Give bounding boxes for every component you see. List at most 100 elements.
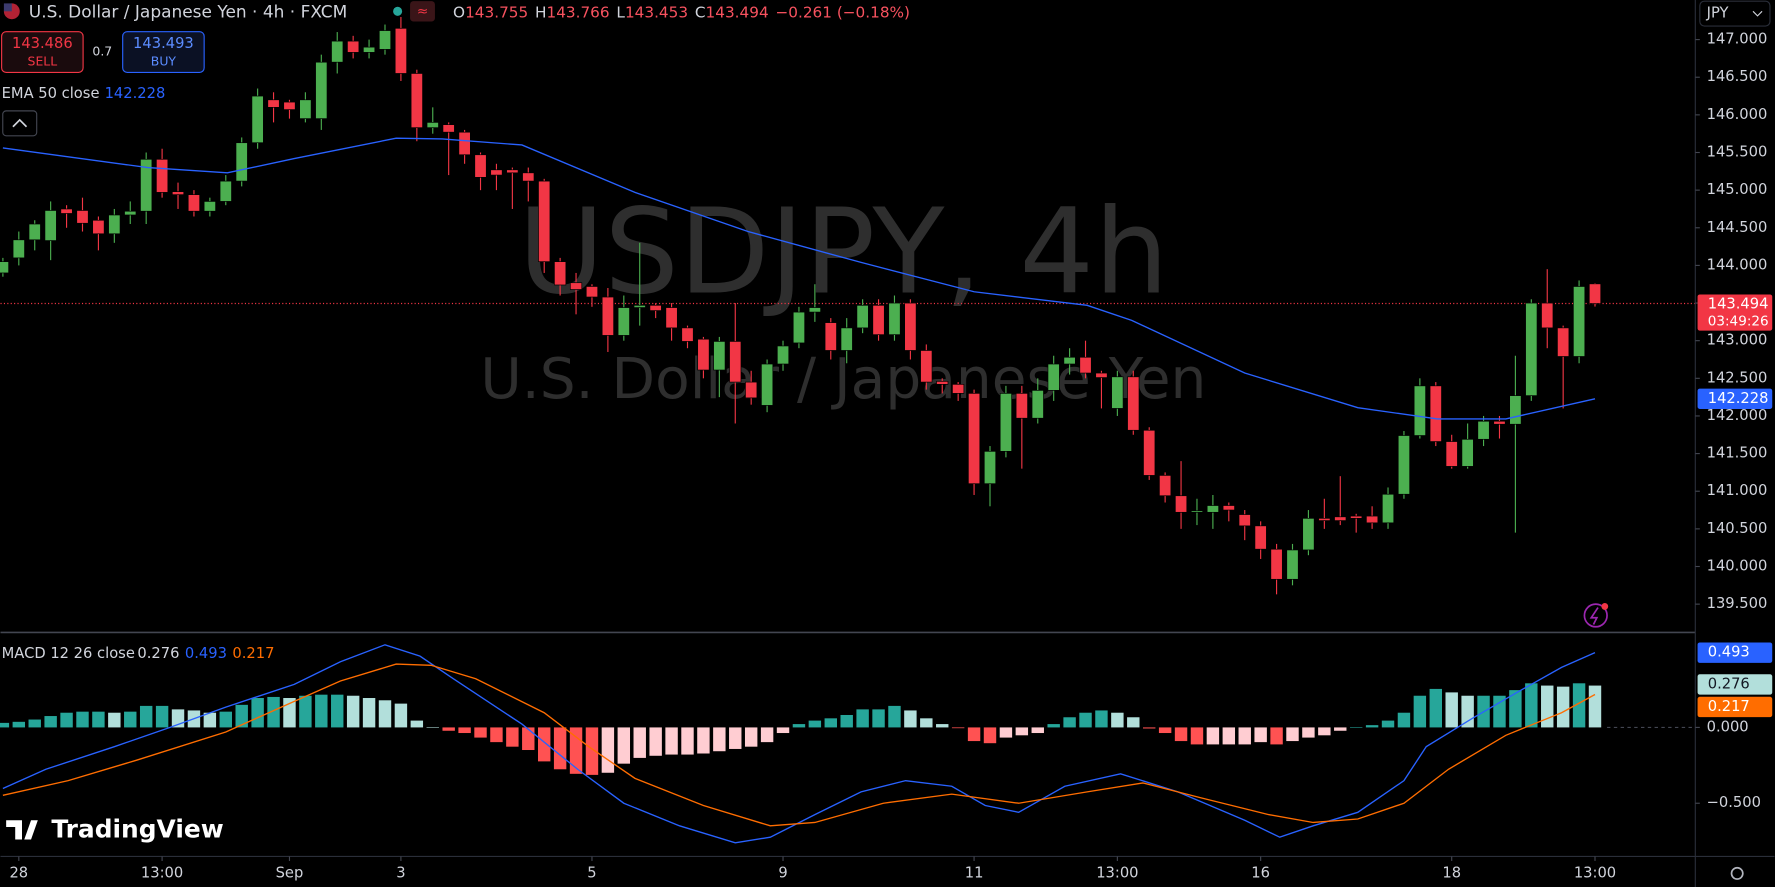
- y-tick-label: 142.000: [1707, 407, 1768, 424]
- sell-price: 143.486: [12, 35, 73, 52]
- candle-body: [410, 73, 423, 129]
- histogram-bar: [713, 727, 726, 752]
- candle-body: [92, 219, 105, 235]
- histogram-bar: [1318, 727, 1331, 736]
- candle-body: [1397, 435, 1411, 495]
- alert-dot: [1601, 603, 1609, 610]
- histogram-bar: [1572, 683, 1586, 728]
- histogram-bar: [904, 710, 917, 728]
- histogram-bar: [139, 705, 153, 728]
- candle-body: [267, 99, 280, 108]
- logo[interactable]: TradingView: [51, 814, 223, 843]
- candle-body: [872, 304, 885, 336]
- histogram-bar: [1461, 695, 1474, 728]
- candle-body: [1047, 363, 1060, 391]
- symbol-title[interactable]: U.S. Dollar / Japanese Yen · 4h · FXCM: [29, 2, 347, 22]
- histogram-bar: [983, 727, 997, 744]
- histogram-bar: [1509, 690, 1522, 728]
- alert-icon[interactable]: [1583, 603, 1608, 628]
- histogram-bar: [744, 727, 758, 747]
- candle-body: [1541, 302, 1554, 329]
- histogram-bar: [155, 705, 169, 728]
- countdown: 03:49:26: [1708, 314, 1769, 330]
- candle-body: [1270, 548, 1283, 580]
- histogram-bar: [1206, 727, 1220, 745]
- y-tick-label: 140.000: [1707, 557, 1768, 574]
- histogram-bar: [1174, 727, 1188, 742]
- axis-value-label: 0.217: [1708, 698, 1750, 715]
- y-tick-label: 146.000: [1707, 106, 1768, 123]
- watermark-symbol: USDJPY, 4h: [518, 183, 1169, 320]
- candle-body: [649, 304, 662, 311]
- histogram-bar: [1063, 717, 1076, 728]
- candle-body: [442, 124, 455, 133]
- candle-body: [219, 180, 232, 202]
- candle-body: [554, 261, 567, 286]
- candle-body: [538, 180, 551, 262]
- sell-button[interactable]: [1, 31, 84, 73]
- histogram-bar: [824, 718, 837, 728]
- macd-legend-macd: 0.493: [185, 645, 227, 662]
- candle-body: [458, 131, 471, 156]
- ohlc-letter: L: [616, 3, 625, 21]
- flag-icon: [3, 3, 12, 12]
- histogram-bar: [1397, 712, 1411, 728]
- candle-body: [203, 201, 216, 212]
- candle-body: [171, 191, 185, 195]
- candle-body: [44, 210, 57, 241]
- histogram-bar: [92, 711, 105, 728]
- x-tick-label: 11: [965, 864, 984, 881]
- ema-legend-value: 142.228: [105, 85, 166, 102]
- collapse-button[interactable]: [2, 110, 38, 137]
- x-tick-label: 18: [1442, 864, 1461, 881]
- histogram-bar: [410, 720, 424, 728]
- histogram-bar: [60, 712, 73, 728]
- candle-body: [1174, 495, 1188, 513]
- histogram-bar: [378, 700, 392, 728]
- histogram-bar: [506, 727, 519, 747]
- candle-body: [1493, 420, 1506, 425]
- x-tick-label: 9: [778, 864, 787, 881]
- ohlc-letter: C: [695, 3, 706, 21]
- settings-icon[interactable]: [1730, 866, 1744, 880]
- candle-body: [569, 282, 583, 290]
- ohlc-value: 143.494: [706, 3, 769, 21]
- ohlc-letter: H: [535, 3, 546, 21]
- ema-legend: EMA 50 close: [2, 85, 100, 102]
- histogram-bar: [331, 694, 344, 728]
- histogram-bar: [283, 698, 296, 728]
- candle-body: [0, 261, 9, 274]
- y-tick-label: 0.000: [1707, 718, 1749, 735]
- y-tick-label: 145.500: [1707, 144, 1768, 161]
- histogram-bar: [1270, 727, 1283, 745]
- histogram-bar: [1238, 727, 1251, 745]
- axis-value-tag: [1697, 674, 1773, 695]
- histogram-bar: [1302, 727, 1315, 738]
- candle-body: [1286, 549, 1299, 580]
- candle-body: [1159, 475, 1172, 497]
- histogram-bar: [1556, 686, 1570, 728]
- histogram-bar: [12, 721, 26, 728]
- candle-body: [474, 154, 487, 178]
- histogram-bar: [1429, 688, 1442, 728]
- histogram-bar: [792, 724, 806, 728]
- currency-button[interactable]: [1699, 0, 1771, 27]
- candle-body: [920, 350, 933, 383]
- buy-button[interactable]: [122, 31, 205, 73]
- buy-price: 143.493: [133, 35, 194, 52]
- watermark-name: U.S. Dollar / Japanese Yen: [480, 346, 1206, 412]
- histogram-bar: [617, 727, 631, 764]
- ohlc-change: −0.261 (−0.18%): [775, 3, 910, 21]
- histogram-bar: [1047, 724, 1060, 728]
- candle-body: [808, 307, 821, 313]
- candle-body: [1381, 493, 1395, 524]
- x-tick-label: 13:00: [1096, 864, 1138, 881]
- axis-value-tag: [1697, 388, 1773, 409]
- axis-value-label: 0.276: [1708, 675, 1750, 692]
- candle-body: [251, 95, 264, 144]
- histogram-bar: [1413, 695, 1427, 728]
- histogram-bar: [474, 727, 487, 738]
- candle-body: [713, 341, 726, 371]
- histogram-bar: [951, 727, 965, 729]
